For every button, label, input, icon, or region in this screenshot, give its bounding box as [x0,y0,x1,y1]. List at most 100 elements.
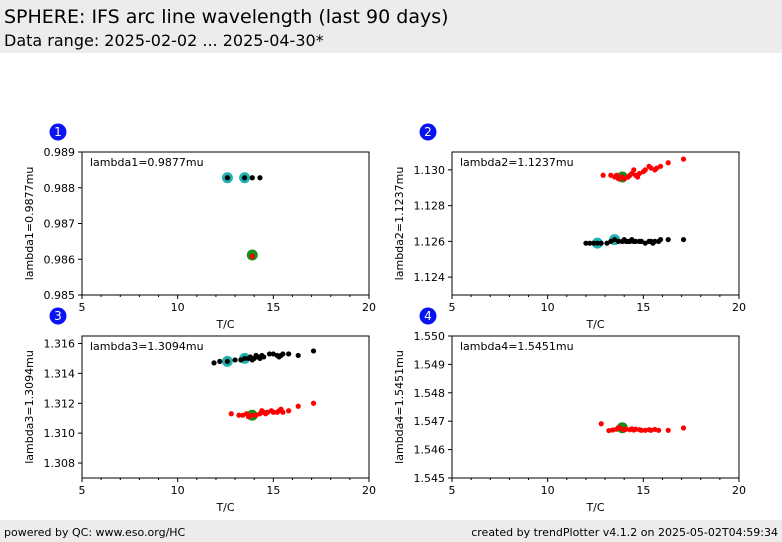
footer-powered-by: powered by QC: www.eso.org/HC [4,526,186,539]
data-point-red [631,167,637,173]
x-axis-label: T/C [585,501,604,514]
data-point-red [600,172,606,178]
plot-panel-3: 3 5 10 15 20 1.308 1.310 1.312 1.314 1.316 T/C lamb… [23,307,376,514]
panel-badge [419,307,437,325]
x-tick-label: 10 [171,301,185,314]
data-point-red [280,409,286,415]
data-point-red [657,163,664,169]
panel-badge [49,123,67,141]
x-tick-label: 15 [266,484,280,497]
x-axis-label: T/C [215,501,234,514]
data-point-red [270,409,276,415]
y-axis-label: lambda3=1.3094mu [23,350,36,464]
data-point-red [295,403,301,409]
header-bar: SPHERE: IFS arc line wavelength (last 90… [0,0,782,53]
data-range-subtitle: Data range: 2025-02-02 ... 2025-04-30* [4,31,324,50]
data-point-red [310,400,317,406]
y-tick-label: 1.312 [44,397,76,410]
data-point-black [633,238,639,244]
data-point-black [587,240,593,246]
y-tick-label: 1.316 [44,337,76,350]
x-tick-label: 5 [79,301,86,314]
data-point-black [224,358,231,365]
data-point-black [680,236,687,243]
x-axis-label: T/C [585,318,604,331]
data-point-black [652,238,658,244]
y-tick-label: 1.550 [414,330,446,343]
y-tick-label: 0.987 [44,218,76,231]
data-point-red [606,427,612,434]
data-point-red [286,408,292,414]
data-point-red [665,427,671,433]
plot-panel-2: 2 5 10 15 20 1.124 1.126 1.128 1.130 T/C lambda2=1… [393,123,746,331]
data-point-black [657,236,664,243]
data-point-red [249,253,255,259]
data-point-black [242,175,248,181]
data-point-black [249,175,255,181]
plot-frame [451,335,740,479]
x-tick-label: 10 [541,301,555,314]
data-point-red [598,421,604,427]
y-tick-label: 1.128 [414,200,446,213]
data-point-black [295,352,301,359]
panel-annotation: lambda4=1.5451mu [460,340,574,353]
x-tick-label: 20 [732,301,746,314]
data-point-red [633,426,639,432]
plot-panel-1: 15 10 15 200.9850.9860.9870.9880.989T/Clamb… [23,123,376,331]
data-point-red [665,160,671,166]
data-point-red [236,412,242,418]
y-tick-label: 0.985 [44,289,76,302]
plot-frame [81,335,370,479]
y-tick-label: 1.547 [414,415,446,428]
data-point-black [266,351,273,357]
y-tick-label: 1.314 [44,367,76,380]
panel-annotation: lambda1=0.9877mu [90,156,204,169]
page-title: SPHERE: IFS arc line wavelength (last 90… [4,6,449,28]
data-point-red [680,425,687,431]
data-point-black [583,240,589,246]
x-tick-label: 15 [636,484,650,497]
data-point-black [590,240,597,246]
plot-panel-4: 4 5 10 15 20 1.545 1.546 1.547 1.548 1.549 1.550 T/… [393,307,746,514]
data-point-black [598,240,604,246]
panel-annotation: lambda3=1.3094mu [90,340,204,353]
data-point-black [211,360,217,366]
y-tick-label: 1.545 [414,472,446,485]
data-point-black [665,236,671,243]
y-tick-label: 1.130 [414,164,446,177]
data-point-red [623,426,629,432]
y-tick-label: 1.548 [414,387,446,400]
y-axis-label: lambda1=0.9877mu [23,167,36,281]
data-point-red [228,411,234,417]
panel-badge [49,307,67,325]
x-tick-label: 5 [449,301,456,314]
data-point-black [232,357,238,363]
data-point-black [594,240,601,246]
data-point-black [242,355,248,362]
x-tick-label: 15 [636,301,650,314]
y-tick-label: 1.310 [44,427,76,440]
y-tick-label: 0.988 [44,182,76,195]
data-point-black [286,351,292,357]
data-point-red [642,167,648,173]
x-tick-label: 20 [362,484,376,497]
x-tick-label: 10 [171,484,185,497]
y-tick-label: 1.124 [414,271,446,284]
y-tick-label: 1.126 [414,235,446,248]
panel-badge-number: 4 [424,309,432,323]
panel-badge-number: 2 [424,125,432,139]
y-tick-label: 1.546 [414,444,446,457]
panel-badge [419,123,437,141]
x-tick-label: 10 [541,484,555,497]
footer-bar: powered by QC: www.eso.org/HC created by… [0,520,782,542]
data-point-black [217,358,223,365]
data-point-black [615,238,622,244]
footer-created-by: created by trendPlotter v4.1.2 on 2025-0… [471,526,778,539]
y-axis-label: lambda4=1.5451mu [393,350,406,464]
plot-frame [451,151,740,296]
data-point-red [249,412,255,418]
data-point-black [261,354,267,360]
data-point-black [257,175,263,181]
data-point-black [224,175,231,181]
